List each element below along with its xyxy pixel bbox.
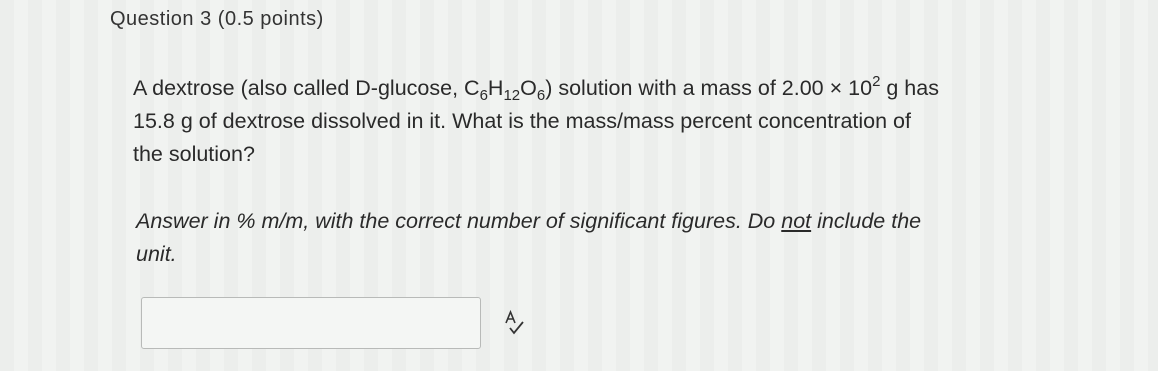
text: A dextrose (also called D-glucose, C: [133, 76, 480, 100]
text: ) solution with a mass of 2.00 × 10: [545, 76, 873, 100]
subscript: 12: [503, 87, 521, 104]
superscript: 2: [872, 73, 881, 90]
text: unit.: [136, 242, 177, 266]
text: include the: [811, 209, 922, 233]
question-text: A dextrose (also called D-glucose, C6H12…: [133, 72, 939, 171]
spellcheck-icon[interactable]: [503, 310, 527, 336]
subscript: 6: [536, 87, 546, 104]
text: O: [520, 76, 537, 100]
emphasis: not: [781, 209, 812, 233]
question-title: Question 3 (0.5 points): [110, 8, 324, 30]
answer-input[interactable]: [141, 297, 481, 349]
text: the solution?: [133, 142, 255, 166]
text: Answer in % m/m, with the correct number…: [136, 209, 782, 233]
text: H: [487, 76, 504, 100]
subscript: 6: [479, 87, 488, 104]
text: 15.8 g of dextrose dissolved in it. What…: [133, 109, 911, 133]
instruction: Answer in % m/m, with the correct number…: [136, 205, 921, 271]
text: g has: [880, 76, 939, 100]
